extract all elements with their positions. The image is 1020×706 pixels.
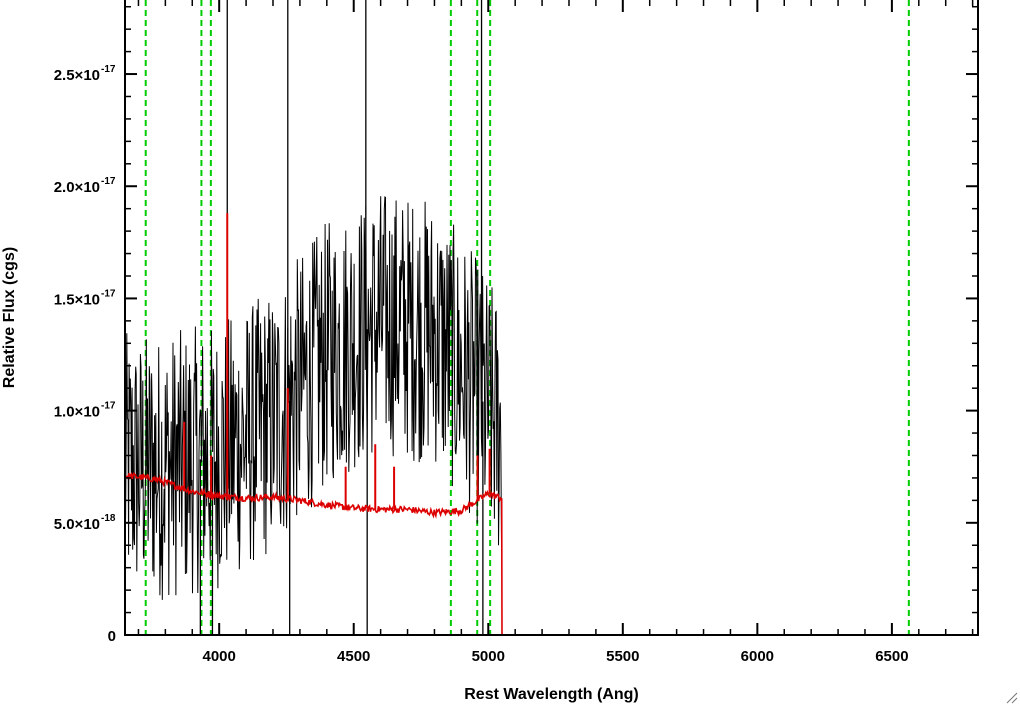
y-tick-exponent: -17 [101, 288, 116, 299]
y-tick-label: 1.5×10 [54, 291, 100, 308]
x-tick-label: 6000 [741, 648, 774, 665]
y-tick-exponent: -17 [101, 176, 116, 187]
y-tick-exponent: -17 [101, 64, 116, 75]
x-tick-label: 4500 [337, 648, 370, 665]
x-axis-title: Rest Wavelength (Ang) [464, 686, 639, 703]
plot-frame [124, 0, 979, 636]
y-tick-label: 2.5×10 [54, 67, 100, 84]
x-tick-label: 5500 [606, 648, 639, 665]
x-tick-label: 6500 [875, 648, 908, 665]
y-tick-label: 2.0×10 [54, 179, 100, 196]
tick-labels: 4000 4500 5000 5500 6000 6500 0 5.0×10 -18 1.0×10… [54, 64, 909, 665]
y-tick-exponent: -17 [101, 401, 116, 412]
reference-lines [144, 0, 910, 635]
x-tick-label: 4000 [202, 648, 235, 665]
y-tick-label: 0 [108, 628, 116, 645]
y-axis-title: Relative Flux (cgs) [1, 247, 18, 388]
series-layer [124, 0, 978, 636]
x-tick-label: 5000 [472, 648, 505, 665]
y-tick-label: 5.0×10 [54, 516, 100, 533]
model-spectrum-line [124, 471, 978, 636]
resize-grip-icon[interactable] [1004, 690, 1018, 704]
observed-spectrum-line [124, 196, 502, 600]
y-tick-label: 1.0×10 [54, 404, 100, 421]
y-tick-exponent: -18 [101, 513, 116, 524]
